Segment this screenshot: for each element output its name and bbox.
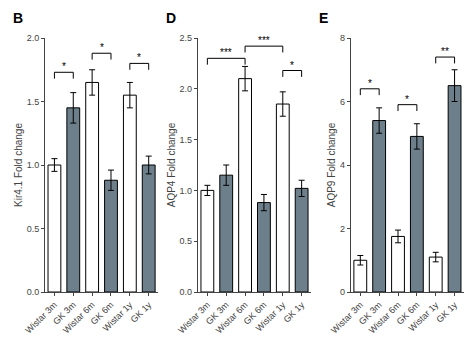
svg-text:GK 6m: GK 6m [89, 300, 116, 327]
svg-text:Wistar 3m: Wistar 3m [23, 300, 59, 336]
svg-text:1.0: 1.0 [180, 186, 193, 196]
svg-text:B: B [13, 10, 23, 26]
svg-text:2.5: 2.5 [180, 33, 193, 43]
svg-text:*: * [100, 42, 104, 53]
svg-text:GK 3m: GK 3m [357, 300, 384, 327]
svg-text:AQP4 Fold change: AQP4 Fold change [166, 122, 177, 207]
svg-text:0.5: 0.5 [27, 224, 40, 234]
svg-text:2.0: 2.0 [180, 84, 193, 94]
svg-text:6: 6 [340, 97, 345, 107]
svg-text:1.0: 1.0 [27, 160, 40, 170]
svg-text:Wistar 6m: Wistar 6m [367, 300, 403, 336]
svg-text:***: *** [258, 35, 270, 46]
svg-text:0: 0 [340, 287, 345, 297]
svg-text:E: E [319, 10, 328, 26]
svg-text:0.0: 0.0 [180, 287, 193, 297]
svg-text:GK 1y: GK 1y [434, 299, 459, 324]
svg-text:**: ** [441, 46, 449, 57]
svg-text:0.5: 0.5 [180, 236, 193, 246]
svg-text:Kir4.1 Fold change: Kir4.1 Fold change [13, 123, 24, 207]
svg-text:1.5: 1.5 [180, 135, 193, 145]
svg-text:GK 1y: GK 1y [281, 299, 306, 324]
svg-text:Wistar 1y: Wistar 1y [254, 299, 288, 333]
svg-text:Wistar 3m: Wistar 3m [176, 300, 212, 336]
svg-text:Wistar 1y: Wistar 1y [101, 299, 135, 333]
svg-text:AQP9 Fold change: AQP9 Fold change [326, 122, 337, 207]
svg-text:D: D [166, 10, 176, 26]
svg-text:1.5: 1.5 [27, 97, 40, 107]
svg-text:4: 4 [340, 160, 345, 170]
svg-text:GK 6m: GK 6m [242, 300, 269, 327]
svg-text:Wistar 3m: Wistar 3m [329, 300, 365, 336]
svg-text:0.0: 0.0 [27, 287, 40, 297]
svg-text:GK 6m: GK 6m [395, 300, 422, 327]
svg-text:*: * [62, 61, 66, 72]
svg-text:Wistar 1y: Wistar 1y [407, 299, 441, 333]
svg-text:*: * [137, 52, 141, 63]
svg-text:Wistar 6m: Wistar 6m [61, 300, 97, 336]
svg-text:Wistar 6m: Wistar 6m [214, 300, 250, 336]
svg-text:GK 1y: GK 1y [129, 299, 154, 324]
svg-text:8: 8 [340, 33, 345, 43]
svg-text:*: * [290, 60, 294, 71]
svg-text:GK 3m: GK 3m [204, 300, 231, 327]
svg-text:2: 2 [340, 224, 345, 234]
svg-text:*: * [368, 78, 372, 89]
svg-text:*: * [405, 94, 409, 105]
svg-text:***: *** [220, 47, 232, 58]
svg-text:2.0: 2.0 [27, 33, 40, 43]
svg-text:GK 3m: GK 3m [51, 300, 78, 327]
